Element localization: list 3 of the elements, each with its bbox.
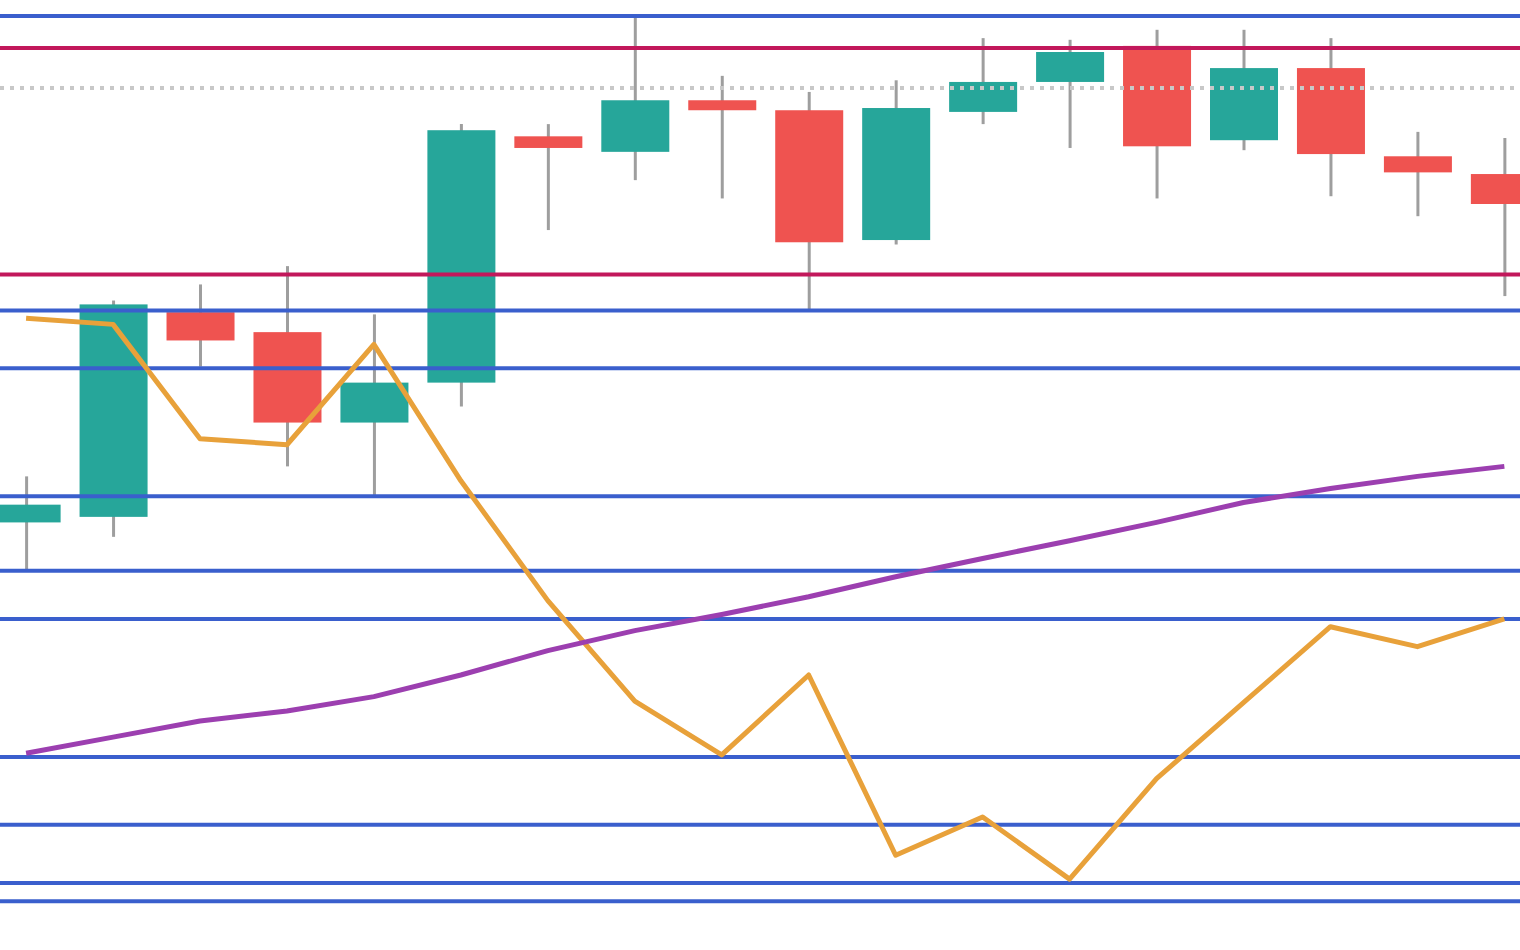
candlestick — [688, 74, 757, 200]
candlestick — [514, 122, 583, 232]
candlestick — [1383, 130, 1452, 218]
